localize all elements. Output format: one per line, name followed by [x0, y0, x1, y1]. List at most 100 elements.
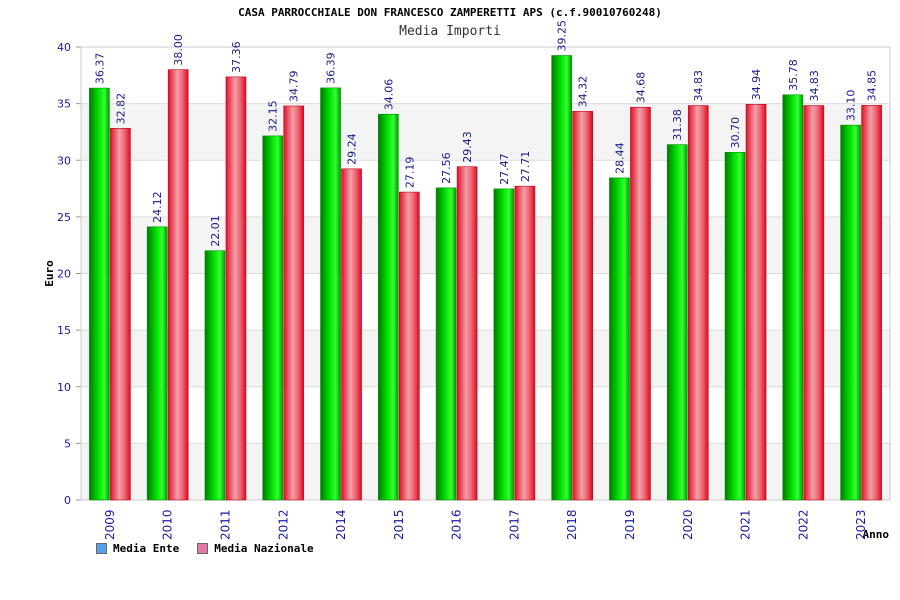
legend-label-nazionale: Media Nazionale: [214, 542, 314, 555]
data-label-ente: 34.06: [382, 79, 395, 111]
bar-ente: [204, 250, 226, 501]
y-tick-label: 10: [57, 381, 71, 394]
bar-nazionale: [572, 111, 593, 501]
y-axis-label: Euro: [43, 260, 56, 287]
bar-ente: [724, 152, 746, 501]
y-tick-label: 40: [57, 41, 71, 54]
bar-ente: [146, 226, 168, 501]
x-tick-label: 2022: [796, 509, 810, 540]
grid-band: [81, 386, 890, 444]
bar-nazionale: [456, 166, 478, 501]
y-tick-label: 20: [57, 268, 71, 281]
bar-ente: [89, 87, 110, 501]
legend: Media Ente Media Nazionale: [96, 542, 314, 555]
data-label-nazionale: 34.79: [288, 71, 301, 103]
x-tick-label: 2016: [450, 509, 464, 540]
data-label-nazionale: 37.36: [230, 41, 243, 73]
bar-ente: [609, 177, 630, 501]
data-label-ente: 28.44: [613, 142, 626, 174]
bar-nazionale: [225, 76, 247, 501]
data-label-nazionale: 34.85: [866, 70, 879, 102]
bar-nazionale: [341, 168, 362, 501]
data-label-ente: 36.39: [325, 52, 338, 84]
data-label-ente: 27.47: [498, 153, 511, 184]
bar-nazionale: [803, 105, 825, 501]
legend-item-nazionale: Media Nazionale: [197, 542, 314, 555]
bar-ente: [840, 124, 861, 501]
data-label-ente: 35.78: [787, 59, 800, 91]
data-label-ente: 30.70: [729, 117, 742, 149]
data-label-ente: 31.38: [671, 109, 684, 141]
x-tick-label: 2010: [161, 509, 175, 540]
data-label-ente: 39.25: [556, 20, 569, 52]
x-axis-label: Anno: [863, 528, 890, 541]
data-label-ente: 32.15: [267, 100, 280, 132]
grid-band: [81, 330, 890, 387]
bar-nazionale: [514, 185, 536, 501]
x-tick-label: 2020: [681, 509, 695, 540]
x-tick-label: 2019: [623, 509, 637, 540]
data-label-nazionale: 34.94: [750, 69, 763, 101]
bar-nazionale: [399, 191, 420, 501]
x-tick-label: 2015: [392, 509, 406, 540]
bar-ente: [262, 135, 284, 501]
data-label-nazionale: 27.19: [403, 157, 416, 189]
bar-ente: [320, 87, 341, 501]
bar-nazionale: [861, 105, 882, 501]
bar-nazionale: [745, 104, 767, 501]
x-tick-label: 2018: [565, 509, 579, 540]
x-tick-label: 2017: [507, 509, 521, 540]
data-label-nazionale: 29.24: [346, 133, 359, 165]
grid-band: [81, 160, 890, 217]
y-tick-label: 35: [57, 98, 71, 111]
bar-nazionale: [283, 105, 305, 501]
data-label-nazionale: 34.68: [634, 72, 647, 104]
grid-band: [81, 273, 890, 331]
bar-nazionale: [687, 105, 709, 501]
y-tick-label: 15: [57, 324, 71, 337]
y-tick-label: 25: [57, 211, 71, 224]
bar-nazionale: [630, 106, 651, 501]
bar-nazionale: [167, 69, 189, 501]
data-label-ente: 33.10: [845, 90, 858, 122]
y-tick-label: 30: [57, 154, 71, 167]
chart-subtitle: Media Importi: [399, 24, 501, 39]
legend-swatch-nazionale: [197, 543, 209, 554]
data-label-nazionale: 29.43: [461, 131, 474, 163]
data-label-ente: 24.12: [151, 191, 164, 223]
bar-ente: [493, 188, 515, 501]
grid-band: [81, 47, 890, 104]
bar-ente: [435, 187, 457, 501]
data-label-ente: 27.56: [440, 152, 453, 184]
grid-band: [81, 103, 890, 161]
bar-nazionale: [110, 128, 131, 501]
bar-ente: [666, 144, 688, 501]
data-label-nazionale: 34.83: [808, 70, 821, 102]
grid-band: [81, 443, 890, 500]
plot-frame: [80, 46, 891, 501]
legend-swatch-ente: [96, 543, 107, 554]
x-tick-label: 2011: [218, 509, 232, 540]
bar-ente: [551, 55, 572, 501]
legend-label-ente: Media Ente: [113, 542, 180, 555]
x-tick-label: 2009: [103, 509, 117, 540]
grid-band: [81, 216, 890, 274]
data-label-nazionale: 34.83: [692, 70, 705, 102]
data-label-nazionale: 32.82: [114, 93, 127, 124]
data-label-ente: 22.01: [209, 215, 222, 247]
y-tick-label: 5: [64, 437, 71, 450]
chart-title: CASA PARROCCHIALE DON FRANCESCO ZAMPERET…: [238, 6, 662, 19]
y-tick-label: 0: [64, 494, 71, 507]
data-label-nazionale: 34.32: [577, 76, 590, 108]
data-label-nazionale: 27.71: [519, 151, 532, 183]
x-tick-label: 2014: [334, 509, 348, 540]
x-tick-label: 2023: [854, 509, 868, 540]
bar-ente: [378, 113, 399, 501]
x-tick-label: 2021: [739, 509, 753, 540]
legend-item-ente: Media Ente: [96, 542, 179, 555]
data-label-ente: 36.37: [93, 53, 106, 84]
x-tick-label: 2012: [276, 509, 290, 540]
bar-ente: [782, 94, 804, 501]
data-label-nazionale: 38.00: [172, 34, 185, 66]
